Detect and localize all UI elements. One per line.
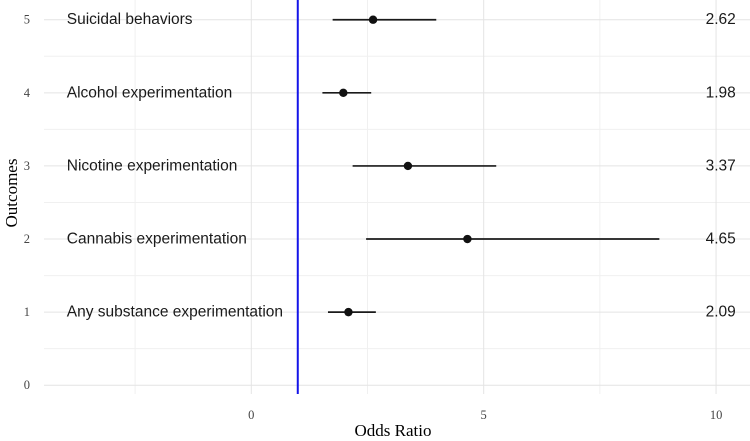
y-axis-tick-label: 1 (24, 305, 30, 319)
x-axis-tick-label: 0 (248, 408, 254, 422)
or-point (368, 15, 378, 24)
outcome-label: Any substance experimentation (67, 304, 283, 321)
or-value-label: 3.37 (706, 157, 736, 174)
or-point (463, 234, 472, 244)
y-axis-tick-label: 5 (24, 13, 30, 27)
outcome-label: Suicidal behaviors (67, 11, 193, 28)
y-axis-tick-label: 4 (24, 86, 31, 100)
outcome-label: Cannabis experimentation (67, 231, 247, 248)
or-point (344, 307, 353, 317)
x-axis-title: Odds Ratio (354, 421, 432, 440)
x-axis-tick-label: 10 (710, 408, 723, 422)
or-point (403, 161, 413, 171)
or-value-label: 1.98 (706, 84, 736, 101)
x-axis-tick-label: 5 (481, 408, 487, 422)
or-value-label: 2.62 (706, 11, 736, 28)
or-value-label: 4.65 (706, 231, 736, 248)
y-axis-tick-label: 0 (24, 378, 30, 392)
outcome-label: Nicotine experimentation (67, 157, 238, 174)
y-axis-tick-label: 3 (24, 159, 30, 173)
or-value-label: 2.09 (706, 304, 736, 321)
y-axis-tick-label: 2 (24, 232, 30, 246)
y-axis-title: Outcomes (2, 158, 21, 228)
outcome-label: Alcohol experimentation (67, 84, 232, 101)
or-point (339, 88, 348, 98)
